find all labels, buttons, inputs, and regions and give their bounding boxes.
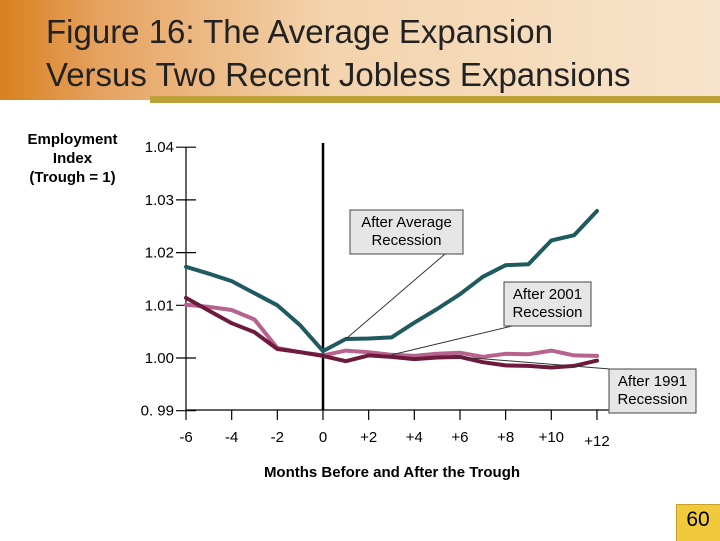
annotation-text: Recession	[617, 391, 687, 408]
annotation-leader-line	[459, 356, 611, 370]
annotation-text: After 2001	[513, 286, 582, 303]
title-line-1: Figure 16: The Average Expansion	[46, 13, 553, 50]
y-tick-label: 1.02	[145, 245, 174, 262]
y-tick-label: 1.00	[145, 350, 174, 367]
annotation-box	[608, 368, 697, 414]
slide-title: Figure 16: The Average Expansion Versus …	[46, 10, 706, 96]
x-tick-label: -6	[179, 429, 192, 446]
title-line-2: Versus Two Recent Jobless Expansions	[46, 56, 631, 93]
x-tick-label: +4	[406, 429, 423, 446]
annotation-leader-line	[345, 253, 446, 340]
x-tick-label: +8	[497, 429, 514, 446]
x-tick-label: -4	[225, 429, 238, 446]
y-axis-label-line-3: (Trough = 1)	[29, 169, 116, 186]
y-tick-label: 0. 99	[141, 403, 174, 420]
title-underline	[150, 96, 720, 103]
series-line-1	[184, 209, 599, 354]
y-axis-label-line-2: Index	[52, 150, 93, 167]
y-tick-label: 1.01	[145, 297, 174, 314]
x-tick-label: +6	[451, 429, 468, 446]
x-tick-label: +10	[539, 429, 564, 446]
annotation-text: Recession	[512, 304, 582, 321]
annotation-box	[349, 209, 464, 255]
x-tick-label: +12	[584, 433, 609, 450]
y-axis-label: Employment Index (Trough = 1)	[0, 130, 145, 187]
series-line-3	[184, 295, 599, 370]
page-number-box	[676, 504, 720, 541]
annotation-text: Recession	[371, 232, 441, 249]
y-tick-label: 1.03	[145, 192, 174, 209]
x-tick-label: +2	[360, 429, 377, 446]
y-tick-label: 1.04	[145, 139, 174, 156]
y-axis-label-line-1: Employment	[27, 131, 118, 148]
annotation-box	[503, 281, 592, 327]
annotation-text: After 1991	[618, 373, 687, 390]
x-tick-label: -2	[271, 429, 284, 446]
annotation-leader-line	[391, 325, 513, 356]
page-number: 60	[686, 508, 710, 531]
x-tick-label: 0	[319, 429, 327, 446]
annotation-text: After Average	[361, 214, 452, 231]
title-band	[0, 0, 720, 100]
x-axis-label: Months Before and After the Trough	[264, 464, 520, 481]
